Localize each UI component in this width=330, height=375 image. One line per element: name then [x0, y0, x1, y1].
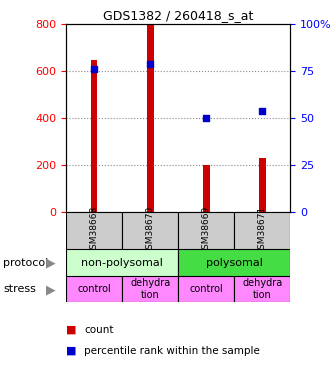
Text: ▶: ▶ — [46, 257, 56, 270]
Text: non-polysomal: non-polysomal — [81, 258, 163, 267]
Text: count: count — [84, 325, 114, 335]
Text: GSM38671: GSM38671 — [258, 206, 267, 255]
Bar — [147, 24, 153, 212]
Text: ■: ■ — [66, 325, 77, 335]
Bar — [91, 60, 97, 212]
Text: control: control — [189, 284, 223, 294]
Point — [148, 61, 153, 67]
Point — [91, 66, 97, 72]
Bar — [234, 212, 290, 249]
Text: ▶: ▶ — [46, 283, 56, 296]
Bar — [178, 212, 234, 249]
Text: dehydra
tion: dehydra tion — [242, 278, 282, 300]
Point — [204, 115, 209, 121]
Bar — [122, 212, 178, 249]
Bar — [66, 249, 178, 276]
Text: protocol: protocol — [3, 258, 49, 268]
Text: ■: ■ — [66, 346, 77, 355]
Text: GSM38668: GSM38668 — [89, 206, 99, 255]
Bar — [234, 276, 290, 302]
Point — [260, 108, 265, 114]
Text: GSM38669: GSM38669 — [202, 206, 211, 255]
Bar — [178, 276, 234, 302]
Bar — [66, 276, 122, 302]
Text: GSM38670: GSM38670 — [146, 206, 155, 255]
Text: stress: stress — [3, 285, 36, 294]
Bar — [203, 165, 210, 212]
Text: dehydra
tion: dehydra tion — [130, 278, 170, 300]
Title: GDS1382 / 260418_s_at: GDS1382 / 260418_s_at — [103, 9, 253, 22]
Bar — [178, 249, 290, 276]
Text: percentile rank within the sample: percentile rank within the sample — [84, 346, 260, 355]
Bar — [122, 276, 178, 302]
Text: polysomal: polysomal — [206, 258, 263, 267]
Text: control: control — [77, 284, 111, 294]
Bar — [66, 212, 122, 249]
Bar — [259, 158, 266, 212]
